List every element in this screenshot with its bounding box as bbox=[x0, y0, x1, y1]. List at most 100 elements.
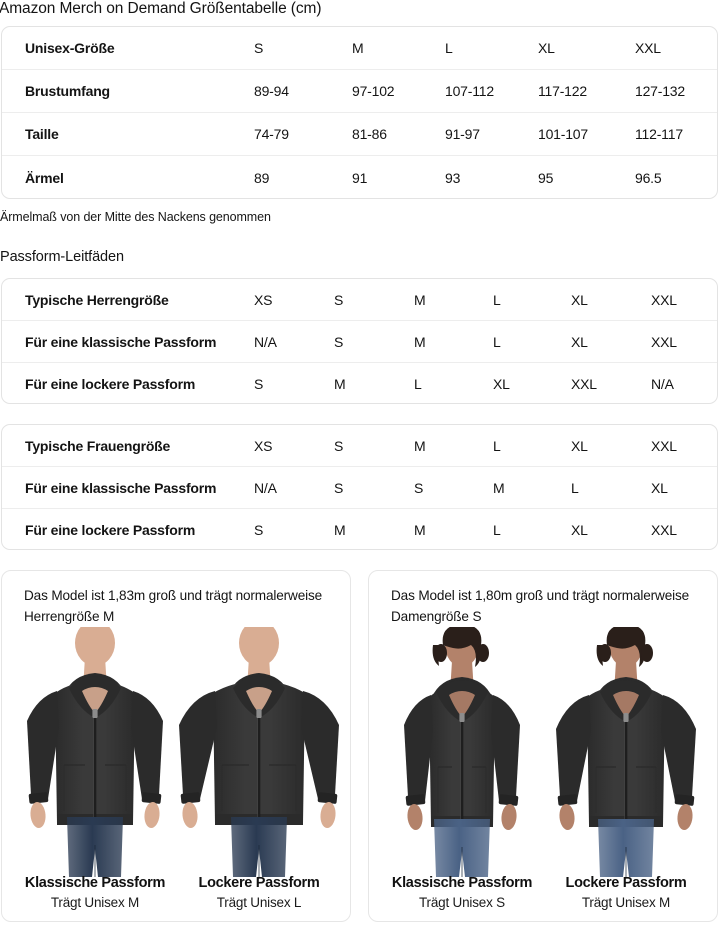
size-table-cell: XL bbox=[538, 40, 555, 56]
womens-fit-cell: M bbox=[414, 437, 426, 454]
size-table-cell: 96.5 bbox=[635, 169, 662, 186]
mens-fit-cell: XL bbox=[493, 376, 510, 392]
womens-fit-cell: XS bbox=[254, 437, 273, 454]
model-card-description: Das Model ist 1,83m groß und trägt norma… bbox=[24, 588, 323, 624]
size-table-cell: 101-107 bbox=[538, 126, 588, 142]
wears-label: Trägt Unisex L bbox=[216, 895, 302, 910]
size-table-cell: 91-97 bbox=[445, 126, 480, 142]
mens-fit-cell: XXL bbox=[651, 333, 677, 350]
womens-fit-cell: M bbox=[493, 479, 505, 496]
model-card-womens: Das Model ist 1,80m groß und trägt norma… bbox=[368, 570, 718, 922]
fit-label: Klassische Passform bbox=[24, 875, 166, 891]
sleeve-measurement-note: Ärmelmaß von der Mitte des Nackens genom… bbox=[0, 210, 271, 224]
fit-label: Klassische Passform bbox=[391, 875, 533, 891]
table-row: Taille 74-79 81-86 91-97 101-107 112-117 bbox=[2, 113, 717, 156]
size-table-row-label: Brustumfang bbox=[25, 83, 110, 99]
womens-fit-cell: L bbox=[571, 479, 579, 496]
mens-fit-cell: XL bbox=[571, 333, 588, 350]
womens-fit-row-label: Typische Frauengröße bbox=[25, 437, 171, 454]
table-row: Für eine klassische Passform N/A S S M L XL bbox=[2, 467, 717, 509]
womens-fit-cell: M bbox=[334, 522, 346, 538]
fit-guides-heading: Passform-Leitfäden bbox=[0, 249, 124, 265]
womens-fit-cell: S bbox=[334, 437, 344, 454]
size-table-cell: 74-79 bbox=[254, 126, 289, 142]
womens-fit-cell: M bbox=[414, 522, 426, 538]
table-row: Ärmel 89 91 93 95 96.5 bbox=[2, 156, 717, 198]
model-caption: Klassische Passform Trägt Unisex S bbox=[377, 873, 547, 913]
mens-fit-guide-table: Typische Herrengröße XS S M L XL XXL Für eine k… bbox=[1, 278, 718, 404]
fit-label: Lockere Passform bbox=[565, 875, 687, 891]
table-row: Brustumfang 89-94 97-102 107-112 117-122 127-… bbox=[2, 70, 717, 113]
womens-fit-cell: N/A bbox=[254, 479, 277, 496]
size-table-row-label: Unisex-Größe bbox=[25, 40, 115, 56]
size-table-cell: 112-117 bbox=[635, 126, 683, 142]
model-photo-female-relaxed bbox=[541, 627, 711, 877]
mens-fit-row-label: Für eine lockere Passform bbox=[25, 376, 196, 392]
size-table-cell: S bbox=[254, 40, 264, 56]
womens-fit-cell: XL bbox=[651, 479, 668, 496]
mens-fit-cell: S bbox=[334, 333, 344, 350]
size-table-cell: 95 bbox=[538, 169, 554, 186]
wears-label: Trägt Unisex S bbox=[419, 895, 505, 910]
model-caption: Lockere Passform Trägt Unisex L bbox=[174, 873, 344, 913]
size-table-row-label: Taille bbox=[25, 126, 59, 142]
size-table-cell: 89-94 bbox=[254, 83, 289, 99]
model-photo-male-classic bbox=[10, 627, 180, 877]
mens-fit-cell: M bbox=[334, 376, 346, 392]
size-table-cell: 117-122 bbox=[538, 83, 587, 99]
size-table-cell: 93 bbox=[445, 169, 461, 186]
womens-fit-cell: S bbox=[414, 479, 424, 496]
womens-fit-row-label: Für eine klassische Passform bbox=[25, 479, 217, 496]
table-row: Für eine klassische Passform N/A S M L XL XXL bbox=[2, 321, 717, 363]
womens-fit-row-label: Für eine lockere Passform bbox=[25, 522, 196, 538]
model-card-mens: Das Model ist 1,83m groß und trägt norma… bbox=[1, 570, 351, 922]
mens-fit-cell: S bbox=[334, 291, 344, 308]
size-table-row-label: Ärmel bbox=[25, 169, 64, 186]
mens-fit-row-label: Für eine klassische Passform bbox=[25, 333, 217, 350]
fit-label: Lockere Passform bbox=[198, 875, 320, 891]
model-card-description: Das Model ist 1,80m groß und trägt norma… bbox=[391, 588, 690, 624]
table-row: Typische Frauengröße XS S M L XL XXL bbox=[2, 425, 717, 467]
mens-fit-cell: L bbox=[493, 291, 501, 308]
womens-fit-cell: L bbox=[493, 437, 501, 454]
model-photo-female-classic bbox=[377, 627, 547, 877]
mens-fit-cell: N/A bbox=[651, 376, 674, 392]
model-caption: Klassische Passform Trägt Unisex M bbox=[10, 873, 180, 913]
table-row: Für eine lockere Passform S M M L XL XXL bbox=[2, 509, 717, 549]
mens-fit-cell: L bbox=[414, 376, 422, 392]
wears-label: Trägt Unisex M bbox=[581, 895, 671, 910]
mens-fit-cell: L bbox=[493, 333, 501, 350]
womens-fit-cell: XXL bbox=[651, 437, 677, 454]
table-row: Unisex-Größe S M L XL XXL bbox=[2, 27, 717, 70]
size-table-cell: 89 bbox=[254, 169, 270, 186]
size-table-cell: 127-132 bbox=[635, 83, 685, 99]
mens-fit-cell: XL bbox=[571, 291, 588, 308]
womens-fit-cell: S bbox=[334, 479, 344, 496]
model-photo-male-relaxed bbox=[174, 627, 344, 877]
table-row: Für eine lockere Passform S M L XL XXL N/A bbox=[2, 363, 717, 403]
size-table-cell: 107-112 bbox=[445, 83, 494, 99]
mens-fit-cell: M bbox=[414, 333, 426, 350]
mens-fit-cell: N/A bbox=[254, 333, 277, 350]
size-table-cell: M bbox=[352, 40, 364, 56]
size-table-cell: 91 bbox=[352, 169, 368, 186]
page-title: Amazon Merch on Demand Größentabelle (cm… bbox=[0, 0, 322, 17]
size-table-cell: L bbox=[445, 40, 453, 56]
mens-fit-row-label: Typische Herrengröße bbox=[25, 291, 169, 308]
mens-fit-cell: M bbox=[414, 291, 426, 308]
mens-fit-cell: XS bbox=[254, 291, 273, 308]
mens-fit-cell: XXL bbox=[651, 291, 677, 308]
womens-fit-guide-table: Typische Frauengröße XS S M L XL XXL Für eine k… bbox=[1, 424, 718, 550]
womens-fit-cell: XL bbox=[571, 437, 588, 454]
table-row: Typische Herrengröße XS S M L XL XXL bbox=[2, 279, 717, 321]
size-table-cell: 81-86 bbox=[352, 126, 387, 142]
mens-fit-cell: XXL bbox=[571, 376, 597, 392]
model-caption: Lockere Passform Trägt Unisex M bbox=[541, 873, 711, 913]
wears-label: Trägt Unisex M bbox=[50, 895, 140, 910]
womens-fit-cell: XXL bbox=[651, 522, 677, 538]
unisex-size-table: Unisex-Größe S M L XL XXL Brustumfang 89-94 97-1… bbox=[1, 26, 718, 199]
size-table-cell: 97-102 bbox=[352, 83, 395, 99]
mens-fit-cell: S bbox=[254, 376, 264, 392]
womens-fit-cell: L bbox=[493, 522, 501, 538]
